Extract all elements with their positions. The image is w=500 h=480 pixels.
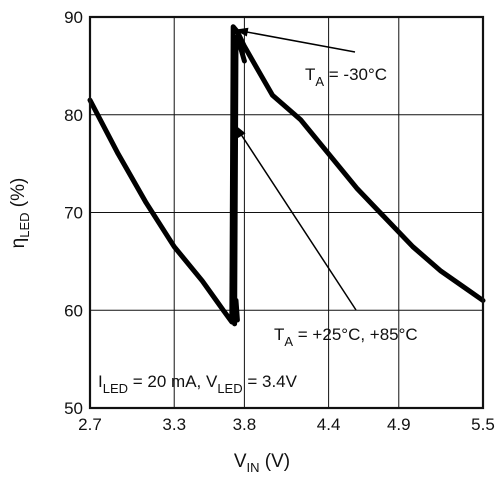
- x-axis-label: VIN (V): [234, 451, 290, 475]
- y-tick-label: 90: [64, 8, 83, 27]
- y-axis-label: ηLED (%): [8, 178, 32, 249]
- arrow-to-cold-curve: [234, 28, 356, 53]
- series-layer: [87, 24, 486, 327]
- series-3-line: [230, 298, 240, 323]
- x-tick-label: 3.3: [162, 415, 186, 434]
- grid-lines: [89, 16, 484, 409]
- y-tick-label: 60: [64, 301, 83, 320]
- y-tick-label: 70: [64, 204, 83, 223]
- x-tick-label: 3.8: [233, 415, 257, 434]
- y-tick-label: 80: [64, 106, 83, 125]
- plot-frame: [88, 15, 485, 410]
- y-tick-label: 50: [64, 399, 83, 418]
- x-tick-label: 2.7: [78, 415, 102, 434]
- x-tick-label: 4.4: [317, 415, 341, 434]
- arrow-to-warm-curve: [233, 124, 357, 311]
- series-1-line: [87, 24, 486, 325]
- annotation-ta-cold: TA = -30°C: [305, 65, 387, 89]
- annotation-conditions: ILED = 20 mA, VLED = 3.4V: [98, 372, 298, 396]
- series-2-line: [232, 34, 247, 327]
- x-tick-label: 4.9: [387, 415, 411, 434]
- tick-labels: 2.7 3.3 3.8 4.4 4.9 5.5 50 60 70 80 90: [64, 8, 495, 434]
- annotation-arrows: [233, 27, 357, 311]
- annotation-ta-warm: TA = +25°C, +85°C: [274, 325, 418, 349]
- arrow-to-cold-curve-head: [234, 27, 249, 37]
- x-tick-label: 5.5: [471, 415, 495, 434]
- arrow-to-warm-curve-head: [234, 124, 246, 139]
